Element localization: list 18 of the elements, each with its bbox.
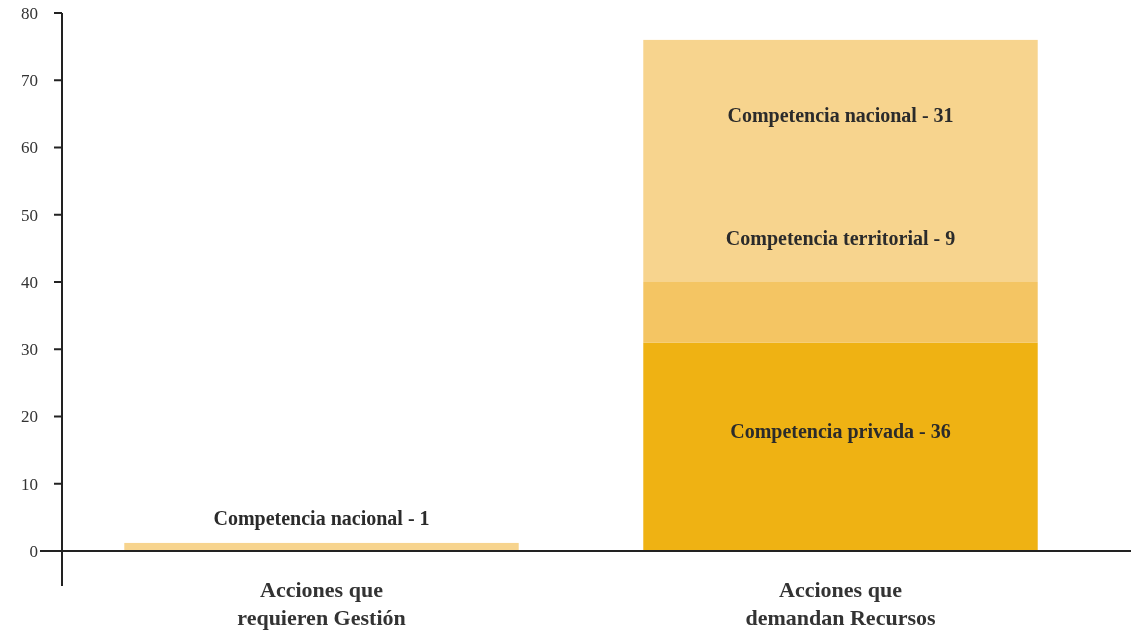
y-tick-label: 40 [21, 272, 38, 292]
bar [643, 282, 1038, 343]
y-tick-label: 0 [29, 541, 38, 561]
bar [643, 39, 1038, 282]
annotation: Competencia privada - 36 [730, 420, 951, 444]
y-tick-label: 70 [21, 71, 38, 91]
bar [643, 342, 1038, 551]
y-tick-label: 30 [21, 340, 38, 360]
x-tick-label: Acciones que demandan Recursos [745, 577, 936, 630]
y-tick-label: 50 [21, 205, 38, 225]
x-tick-label: Acciones que requieren Gestión [237, 577, 406, 630]
annotation: Competencia territorial - 9 [725, 227, 956, 251]
annotation: Competencia nacional - 31 [727, 104, 954, 128]
y-tick-label: 80 [21, 3, 38, 23]
y-tick-label: 20 [21, 407, 38, 427]
annotation: Competencia nacional - 1 [213, 507, 430, 531]
y-tick-label: 60 [21, 138, 38, 158]
y-tick-label: 10 [21, 474, 38, 494]
